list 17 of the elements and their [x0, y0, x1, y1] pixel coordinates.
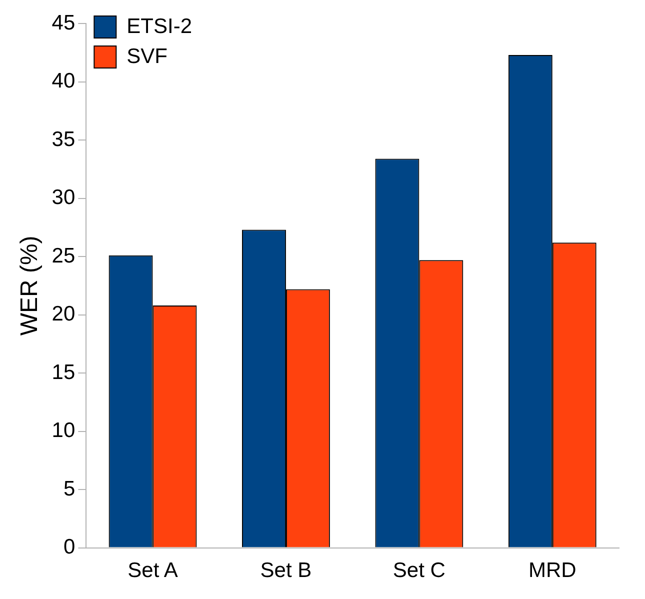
y-tick-label: 30 — [52, 186, 76, 210]
legend-label: SVF — [126, 44, 168, 68]
y-tick-label: 10 — [52, 419, 76, 442]
legend-label: ETSI-2 — [126, 14, 192, 38]
y-tick-label: 25 — [52, 244, 76, 268]
y-axis-title: WER (%) — [16, 236, 44, 336]
y-tick-label: 5 — [63, 477, 76, 500]
y-tick-label: 45 — [52, 11, 76, 34]
y-tick-label: 0 — [63, 536, 76, 559]
y-tick-label: 20 — [52, 302, 76, 326]
y-tick-label: 40 — [52, 70, 76, 93]
x-tick-label: Set A — [128, 559, 178, 582]
x-tick-label: Set C — [392, 559, 446, 582]
y-tick-label: 15 — [52, 360, 76, 384]
x-tick-label: MRD — [528, 559, 576, 582]
x-tick-label: Set B — [260, 559, 312, 582]
y-tick-label: 35 — [52, 128, 76, 151]
